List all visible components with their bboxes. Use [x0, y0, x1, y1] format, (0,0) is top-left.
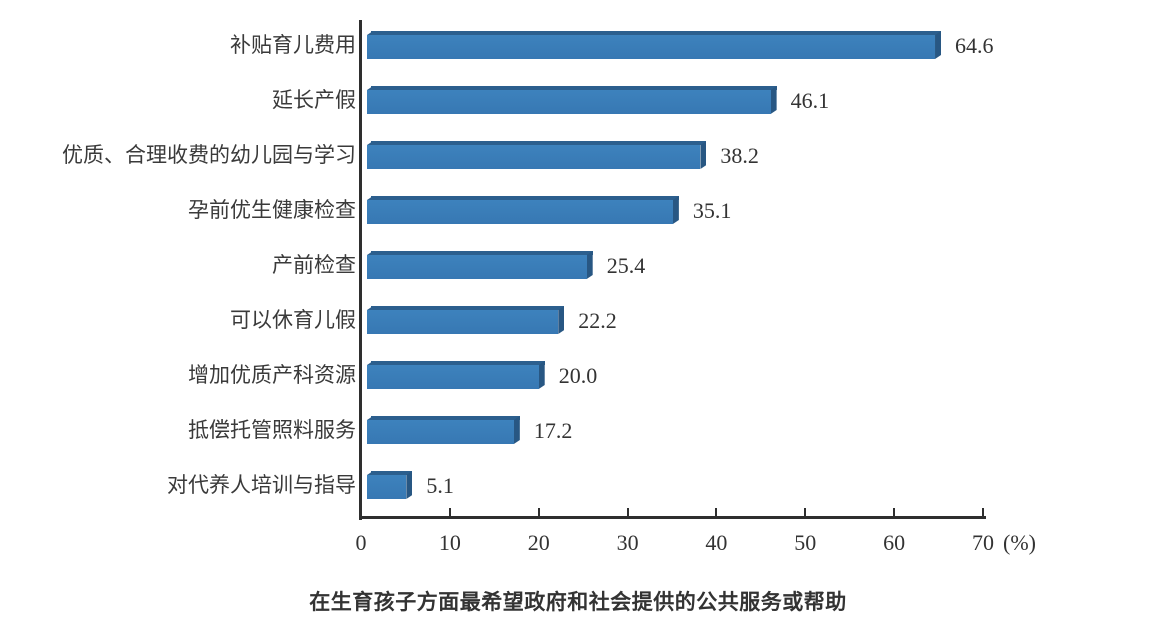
bar-corner [367, 471, 373, 475]
bar [367, 141, 707, 169]
chart-title: 在生育孩子方面最希望政府和社会提供的公共服务或帮助 [309, 590, 847, 614]
bar [367, 31, 942, 59]
x-tick [893, 508, 896, 518]
bar-top-face [371, 31, 942, 35]
bar [367, 251, 593, 279]
bar-front-face [367, 90, 771, 114]
category-label: 优质、合理收费的幼儿园与学习 [62, 143, 356, 167]
bar-front-face [367, 365, 539, 389]
bar-corner [367, 196, 373, 200]
bar-side-face [673, 196, 679, 224]
y-axis-line [359, 20, 362, 520]
value-label: 17.2 [533, 418, 573, 443]
bar-top-face [371, 141, 707, 145]
bar [367, 86, 777, 114]
bar [367, 361, 545, 389]
x-tick-label: 40 [705, 530, 728, 555]
bar-corner [367, 361, 373, 365]
bar-corner [367, 251, 373, 255]
x-tick-label: 60 [883, 530, 906, 555]
category-label: 增加优质产科资源 [188, 363, 356, 387]
value-label: 22.2 [578, 308, 617, 333]
bar-side-face [539, 361, 545, 389]
bar-front-face [367, 420, 514, 444]
value-label: 25.4 [606, 253, 646, 278]
bar-front-face [367, 475, 407, 499]
bar-top-face [371, 306, 565, 310]
category-label: 对代养人培训与指导 [167, 473, 356, 497]
bar-side-face [406, 471, 412, 499]
bar-front-face [367, 200, 673, 224]
category-label: 产前检查 [272, 253, 356, 277]
bar-side-face [700, 141, 706, 169]
x-tick-label: 10 [438, 530, 461, 555]
value-label: 20.0 [558, 363, 598, 388]
bar-side-face [514, 416, 520, 444]
bar-side-face [771, 86, 777, 114]
bar-corner [367, 31, 373, 35]
bar-top-face [371, 196, 679, 200]
bar [367, 471, 413, 499]
bar [367, 416, 520, 444]
x-tick [982, 508, 984, 518]
x-tick [804, 508, 807, 518]
bar-side-face [935, 31, 941, 59]
bar-corner [367, 86, 373, 90]
bar [367, 196, 679, 224]
x-tick-label: 30 [616, 530, 639, 555]
bar-top-face [371, 471, 413, 475]
bar-front-face [367, 310, 559, 334]
bar-corner [367, 141, 373, 145]
value-label: 46.1 [790, 88, 830, 113]
x-tick [626, 508, 629, 518]
value-label: 5.1 [426, 473, 454, 498]
category-label: 延长产假 [272, 88, 356, 112]
x-tick-label: 20 [527, 530, 550, 555]
category-label: 补贴育儿费用 [230, 33, 356, 57]
x-tick [715, 508, 718, 518]
bar [367, 306, 565, 334]
x-axis-line [359, 516, 986, 519]
category-label: 孕前优生健康检查 [188, 198, 356, 222]
value-label: 38.2 [720, 143, 759, 168]
bar-front-face [367, 35, 936, 59]
bar-front-face [367, 145, 701, 169]
x-tick [448, 508, 451, 518]
x-tick-label: 0 [355, 530, 367, 555]
value-label: 35.1 [692, 198, 732, 223]
value-label: 64.6 [955, 33, 994, 58]
bar-corner [367, 416, 373, 420]
bar-front-face [367, 255, 587, 279]
bar-top-face [371, 361, 545, 365]
category-label: 可以休育儿假 [230, 308, 356, 332]
category-label: 抵偿托管照料服务 [188, 418, 356, 442]
bar-side-face [587, 251, 593, 279]
bar-corner [367, 306, 373, 310]
bar-side-face [558, 306, 564, 334]
bar-top-face [371, 86, 777, 90]
bar-top-face [371, 416, 520, 420]
x-tick-label: 70 [972, 530, 994, 555]
x-tick [537, 508, 540, 518]
bar-top-face [371, 251, 593, 255]
x-tick-label: 50 [794, 530, 817, 555]
x-axis-unit: (%) [1003, 530, 1036, 555]
